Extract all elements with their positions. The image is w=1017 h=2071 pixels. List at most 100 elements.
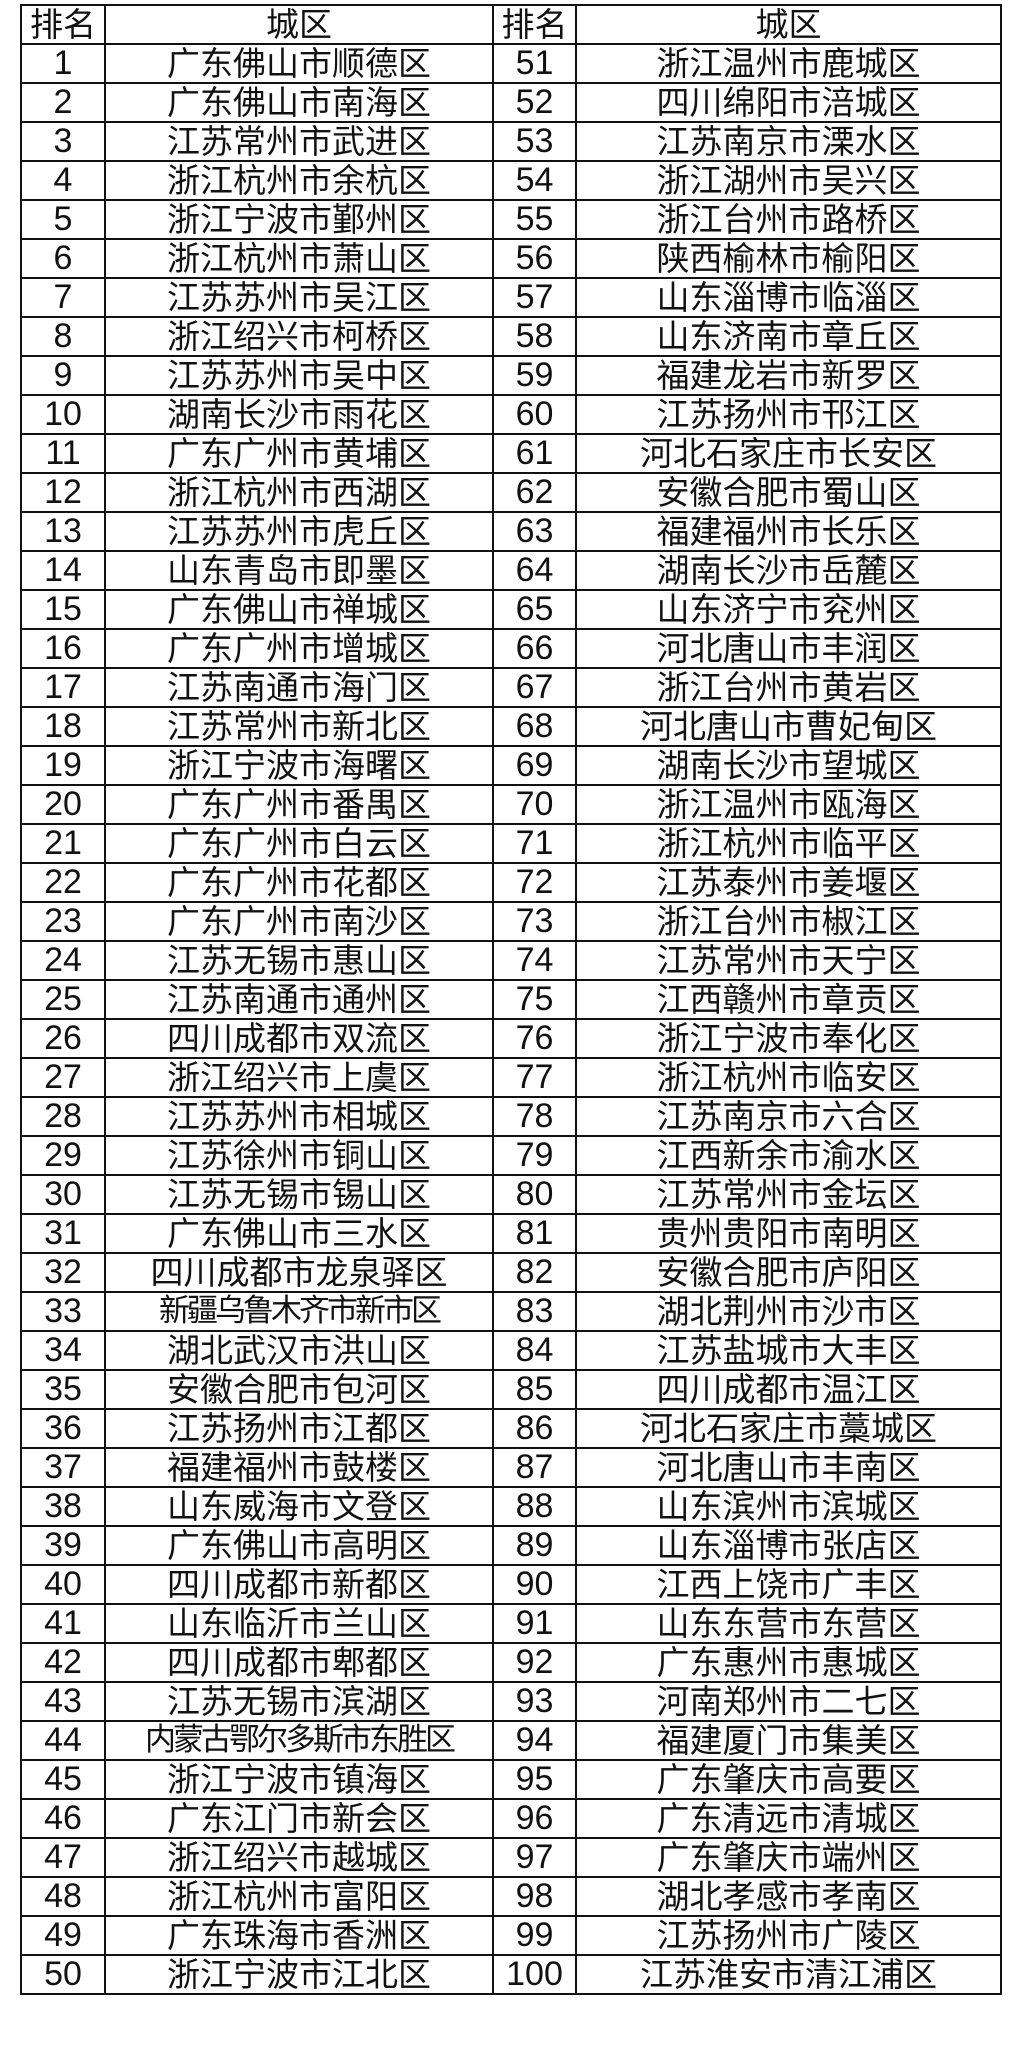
district-cell-2: 江苏扬州市广陵区 — [575, 1915, 1002, 1956]
rank-cell-2: 81 — [492, 1213, 577, 1254]
rank-cell-2: 93 — [492, 1681, 577, 1722]
rank-cell-2: 72 — [492, 862, 577, 903]
district-cell: 四川成都市新都区 — [104, 1564, 494, 1605]
table-row: 31 广东佛山市三水区 81 贵州贵阳市南明区 — [20, 1213, 1002, 1254]
rank-cell: 13 — [20, 511, 106, 552]
rank-cell: 42 — [20, 1642, 106, 1683]
rank-cell: 9 — [20, 355, 106, 396]
district-cell-2: 江苏常州市天宁区 — [575, 940, 1002, 981]
district-cell-2: 浙江温州市鹿城区 — [575, 43, 1002, 84]
table-row: 48 浙江杭州市富阳区 98 湖北孝感市孝南区 — [20, 1876, 1002, 1917]
rank-cell-2: 90 — [492, 1564, 577, 1605]
rank-cell-2: 64 — [492, 550, 577, 591]
rank-cell-2: 57 — [492, 277, 577, 318]
district-cell: 浙江宁波市鄞州区 — [104, 199, 494, 240]
rank-cell-2: 88 — [492, 1486, 577, 1527]
rank-cell-2: 98 — [492, 1876, 577, 1917]
rank-cell-2: 65 — [492, 589, 577, 630]
district-cell-2: 湖北孝感市孝南区 — [575, 1876, 1002, 1917]
district-cell-2: 山东淄博市临淄区 — [575, 277, 1002, 318]
district-cell: 四川成都市双流区 — [104, 1018, 494, 1059]
rank-cell-2: 61 — [492, 433, 577, 474]
rank-cell: 7 — [20, 277, 106, 318]
table-row: 41 山东临沂市兰山区 91 山东东营市东营区 — [20, 1603, 1002, 1644]
district-cell-2: 河北唐山市丰润区 — [575, 628, 1002, 669]
table-row: 11 广东广州市黄埔区 61 河北石家庄市长安区 — [20, 433, 1002, 474]
district-cell-2: 福建福州市长乐区 — [575, 511, 1002, 552]
rank-cell-2: 76 — [492, 1018, 577, 1059]
table-row: 21 广东广州市白云区 71 浙江杭州市临平区 — [20, 823, 1002, 864]
rank-cell: 26 — [20, 1018, 106, 1059]
district-cell-2: 浙江杭州市临平区 — [575, 823, 1002, 864]
rank-cell: 35 — [20, 1369, 106, 1410]
header-rank-2: 排名 — [492, 4, 577, 45]
district-cell: 湖南长沙市雨花区 — [104, 394, 494, 435]
table-row: 20 广东广州市番禺区 70 浙江温州市瓯海区 — [20, 784, 1002, 825]
table-row: 45 浙江宁波市镇海区 95 广东肇庆市高要区 — [20, 1759, 1002, 1800]
rank-cell: 36 — [20, 1408, 106, 1449]
rank-cell-2: 68 — [492, 706, 577, 747]
table-row: 6 浙江杭州市萧山区 56 陕西榆林市榆阳区 — [20, 238, 1002, 279]
table-row: 25 江苏南通市通州区 75 江西赣州市章贡区 — [20, 979, 1002, 1020]
rank-cell: 17 — [20, 667, 106, 708]
table-row: 43 江苏无锡市滨湖区 93 河南郑州市二七区 — [20, 1681, 1002, 1722]
district-cell: 新疆乌鲁木齐市新市区 — [104, 1291, 494, 1332]
district-cell-2: 山东东营市东营区 — [575, 1603, 1002, 1644]
rank-cell: 10 — [20, 394, 106, 435]
rank-cell: 27 — [20, 1057, 106, 1098]
district-cell-2: 山东济南市章丘区 — [575, 316, 1002, 357]
table-row: 26 四川成都市双流区 76 浙江宁波市奉化区 — [20, 1018, 1002, 1059]
district-cell: 广东佛山市南海区 — [104, 82, 494, 123]
district-cell-2: 河北石家庄市长安区 — [575, 433, 1002, 474]
district-cell: 江苏无锡市滨湖区 — [104, 1681, 494, 1722]
rank-cell: 3 — [20, 121, 106, 162]
district-cell-2: 浙江台州市椒江区 — [575, 901, 1002, 942]
table-row: 46 广东江门市新会区 96 广东清远市清城区 — [20, 1798, 1002, 1839]
table-row: 39 广东佛山市高明区 89 山东淄博市张店区 — [20, 1525, 1002, 1566]
rank-cell-2: 100 — [492, 1954, 577, 1995]
rank-cell: 30 — [20, 1174, 106, 1215]
rank-cell-2: 79 — [492, 1135, 577, 1176]
district-cell: 广东佛山市顺德区 — [104, 43, 494, 84]
district-cell-2: 江苏泰州市姜堰区 — [575, 862, 1002, 903]
district-cell-2: 安徽合肥市蜀山区 — [575, 472, 1002, 513]
table-row: 12 浙江杭州市西湖区 62 安徽合肥市蜀山区 — [20, 472, 1002, 513]
district-cell-2: 贵州贵阳市南明区 — [575, 1213, 1002, 1254]
rank-cell: 45 — [20, 1759, 106, 1800]
rank-cell: 44 — [20, 1720, 106, 1761]
table-row: 50 浙江宁波市江北区 100 江苏淮安市清江浦区 — [20, 1954, 1002, 1995]
district-cell: 广东佛山市禅城区 — [104, 589, 494, 630]
district-cell: 广东江门市新会区 — [104, 1798, 494, 1839]
district-cell-2: 河北唐山市曹妃甸区 — [575, 706, 1002, 747]
rank-cell-2: 69 — [492, 745, 577, 786]
rank-cell: 48 — [20, 1876, 106, 1917]
district-cell: 广东佛山市三水区 — [104, 1213, 494, 1254]
rank-cell-2: 62 — [492, 472, 577, 513]
rank-cell-2: 94 — [492, 1720, 577, 1761]
district-cell: 浙江宁波市镇海区 — [104, 1759, 494, 1800]
district-cell-2: 山东淄博市张店区 — [575, 1525, 1002, 1566]
district-cell: 湖北武汉市洪山区 — [104, 1330, 494, 1371]
rank-cell-2: 92 — [492, 1642, 577, 1683]
district-cell: 江苏扬州市江都区 — [104, 1408, 494, 1449]
rank-cell: 15 — [20, 589, 106, 630]
rank-cell-2: 97 — [492, 1837, 577, 1878]
rank-cell: 25 — [20, 979, 106, 1020]
rank-cell-2: 66 — [492, 628, 577, 669]
district-cell-2: 安徽合肥市庐阳区 — [575, 1252, 1002, 1293]
district-cell: 浙江宁波市海曙区 — [104, 745, 494, 786]
rank-cell-2: 87 — [492, 1447, 577, 1488]
district-cell: 广东佛山市高明区 — [104, 1525, 494, 1566]
table-row: 40 四川成都市新都区 90 江西上饶市广丰区 — [20, 1564, 1002, 1605]
district-cell-2: 山东滨州市滨城区 — [575, 1486, 1002, 1527]
district-cell-2: 江西上饶市广丰区 — [575, 1564, 1002, 1605]
rank-cell: 29 — [20, 1135, 106, 1176]
rank-cell: 21 — [20, 823, 106, 864]
table-row: 30 江苏无锡市锡山区 80 江苏常州市金坛区 — [20, 1174, 1002, 1215]
rank-cell-2: 73 — [492, 901, 577, 942]
rank-cell-2: 70 — [492, 784, 577, 825]
district-cell: 广东广州市番禺区 — [104, 784, 494, 825]
rank-cell-2: 83 — [492, 1291, 577, 1332]
table-row: 14 山东青岛市即墨区 64 湖南长沙市岳麓区 — [20, 550, 1002, 591]
rank-cell-2: 58 — [492, 316, 577, 357]
